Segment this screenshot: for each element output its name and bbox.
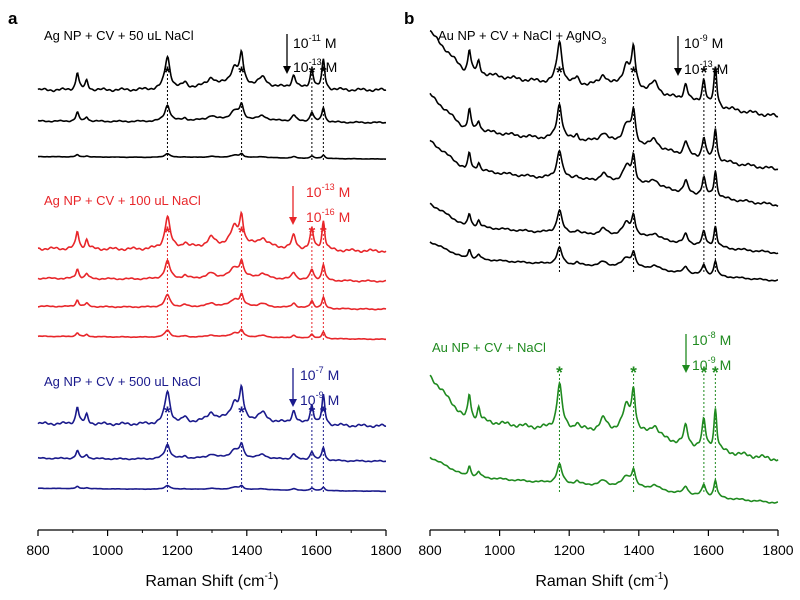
x-axis-title-a: Raman Shift (cm-1) bbox=[145, 571, 278, 590]
spectrum-line bbox=[429, 139, 779, 207]
x-tick-label: 1800 bbox=[762, 542, 793, 558]
peak-star: * bbox=[320, 223, 327, 242]
spectrum-line bbox=[37, 210, 387, 254]
spectrum-line bbox=[37, 484, 386, 493]
svg-text:10-13M: 10-13 M bbox=[306, 182, 350, 200]
peak-star: * bbox=[309, 403, 316, 422]
spectrum-line bbox=[38, 292, 387, 311]
group-title-a2: Ag NP + CV + 500 uL NaCl bbox=[44, 374, 201, 389]
spectrum-line bbox=[429, 92, 779, 171]
peak-star: * bbox=[309, 223, 316, 242]
x-tick-label: 800 bbox=[418, 542, 442, 558]
peak-star: * bbox=[556, 63, 563, 82]
peak-star: * bbox=[238, 223, 245, 242]
peak-star: * bbox=[320, 63, 327, 82]
spectrum-line bbox=[429, 456, 779, 504]
arrow-down-icon bbox=[682, 334, 690, 373]
conc-label-b0: 10-9 M 10-13 M bbox=[684, 33, 728, 77]
svg-text:10-8M: 10-8 M bbox=[692, 330, 731, 348]
arrow-down-icon bbox=[289, 368, 297, 407]
arrow-down-icon bbox=[289, 186, 297, 225]
x-tick-label: 1600 bbox=[693, 542, 724, 558]
conc-label-a2: 10-7 M 10-9 M bbox=[300, 365, 339, 408]
conc-label-b1: 10-8 M 10-9 M bbox=[692, 330, 731, 373]
svg-text:10-7M: 10-7 M bbox=[300, 365, 339, 383]
peak-star: * bbox=[309, 63, 316, 82]
spectrum-line bbox=[37, 48, 387, 93]
spectrum-line bbox=[37, 258, 387, 283]
svg-text:10-16M: 10-16 M bbox=[306, 207, 350, 225]
spectrum-line bbox=[37, 101, 386, 124]
spectrum-line bbox=[429, 241, 778, 282]
peak-star: * bbox=[238, 403, 245, 422]
x-tick-label: 1800 bbox=[370, 542, 401, 558]
svg-text:10-13M: 10-13 M bbox=[684, 59, 728, 77]
x-tick-label: 1400 bbox=[623, 542, 654, 558]
group-title-b0: Au NP + CV + NaCl + AgNO3 bbox=[438, 28, 606, 46]
svg-text:10-9M: 10-9 M bbox=[300, 390, 339, 408]
peak-star: * bbox=[701, 63, 708, 82]
spectrum-line bbox=[37, 383, 387, 429]
svg-text:10-9M: 10-9 M bbox=[684, 33, 723, 51]
x-tick-label: 1400 bbox=[231, 542, 262, 558]
peak-star: * bbox=[712, 363, 719, 382]
x-tick-label: 1200 bbox=[162, 542, 193, 558]
spectrum-line bbox=[37, 328, 386, 341]
panel-b-letter: b bbox=[404, 9, 414, 28]
x-tick-label: 1200 bbox=[554, 542, 585, 558]
peak-star: * bbox=[701, 363, 708, 382]
conc-label-a0: 10-11 M 10-13 M bbox=[293, 33, 337, 75]
arrow-down-icon bbox=[674, 36, 682, 76]
group-title-a0: Ag NP + CV + 50 uL NaCl bbox=[44, 28, 194, 43]
peak-star: * bbox=[630, 363, 637, 382]
svg-text:10-13M: 10-13 M bbox=[293, 57, 337, 75]
peak-star: * bbox=[556, 363, 563, 382]
peak-star: * bbox=[238, 63, 245, 82]
peak-star: * bbox=[630, 63, 637, 82]
arrow-down-icon bbox=[283, 34, 291, 74]
x-tick-label: 1000 bbox=[484, 542, 515, 558]
spectrum-line bbox=[37, 441, 386, 463]
svg-text:10-9M: 10-9 M bbox=[692, 355, 731, 373]
x-tick-label: 1600 bbox=[301, 542, 332, 558]
spectrum-line bbox=[429, 374, 779, 462]
group-title-a1: Ag NP + CV + 100 uL NaCl bbox=[44, 193, 201, 208]
conc-label-a1: 10-13 M 10-16 M bbox=[306, 182, 350, 225]
spectrum-line bbox=[429, 30, 779, 118]
x-tick-label: 1000 bbox=[92, 542, 123, 558]
svg-text:10-11M: 10-11 M bbox=[293, 33, 337, 51]
chart-content: 800 1000 1200 1400 1600 1800* * * ** * * ** * * *800 10… bbox=[26, 30, 794, 558]
spectrum-line bbox=[429, 202, 779, 255]
group-title-b1: Au NP + CV + NaCl bbox=[432, 340, 546, 355]
x-tick-label: 800 bbox=[26, 542, 50, 558]
panel-a-letter: a bbox=[8, 9, 18, 28]
peak-star: * bbox=[712, 63, 719, 82]
peak-star: * bbox=[164, 403, 171, 422]
spectrum-line bbox=[38, 152, 387, 160]
peak-star: * bbox=[164, 63, 171, 82]
peak-star: * bbox=[164, 223, 171, 242]
x-axis-title-b: Raman Shift (cm-1) bbox=[535, 571, 668, 590]
peak-star: * bbox=[320, 403, 327, 422]
